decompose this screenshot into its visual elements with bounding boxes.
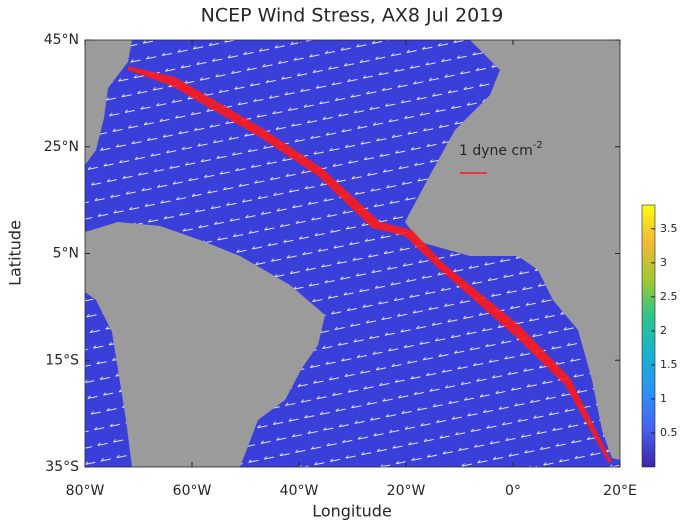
y-axis-label: Latitude [6,220,25,286]
colorbar-tick-label: 1 [660,392,667,405]
y-tick-label: 25°N [44,139,79,155]
x-axis-label: Longitude [312,502,392,521]
colorbar-tick-label: 2 [660,324,667,337]
y-tick-label: 35°S [45,459,79,475]
annotation-text: 1 dyne cm [459,143,533,159]
x-tick-label: 0° [505,483,521,499]
colorbar-tick-label: 1.5 [660,358,678,371]
x-tick-label: 20°E [603,483,637,499]
colorbar [641,204,656,468]
map: 1 dyne cm-2 [85,40,620,467]
y-tick-label: 45°N [44,32,79,48]
annotation-sup: -2 [533,140,543,151]
colorbar-tick-label: 0.5 [660,426,678,439]
x-tick-label: 20°W [387,483,426,499]
colorbar-tick-label: 3.5 [660,222,678,235]
chart-title: NCEP Wind Stress, AX8 Jul 2019 [201,5,504,27]
annotation: 1 dyne cm-2 [459,140,543,159]
x-tick-label: 40°W [280,483,319,499]
colorbar-tick-label: 3 [660,256,667,269]
x-tick-label: 60°W [173,483,212,499]
y-tick-label: 5°N [53,246,79,262]
y-tick-label: 15°S [45,352,79,368]
colorbar-tick-label: 2.5 [660,290,678,303]
land [85,40,620,467]
x-tick-label: 80°W [66,483,105,499]
